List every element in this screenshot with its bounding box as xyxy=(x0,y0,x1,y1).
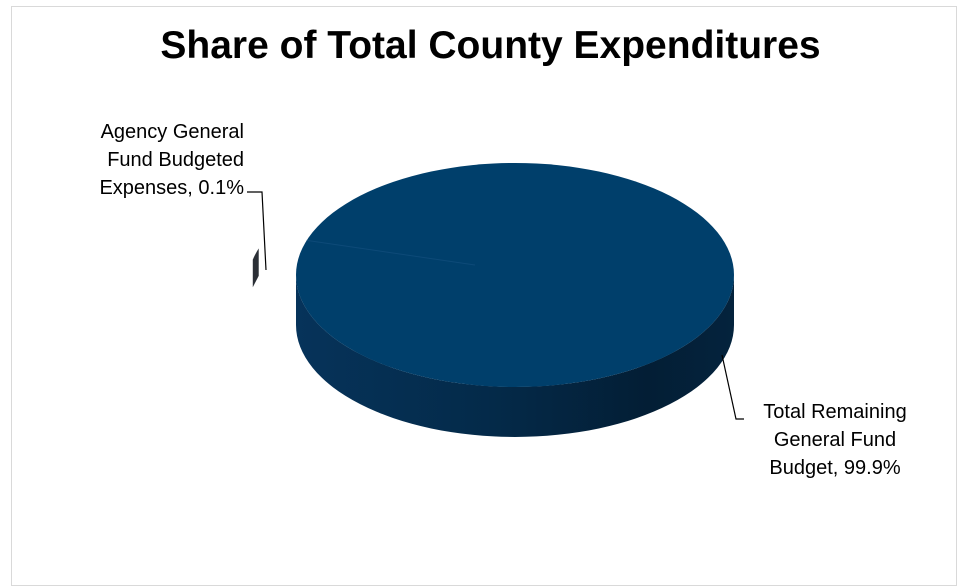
pie-slice-agency xyxy=(252,248,259,288)
slice-label-remaining-line-3: Budget, 99.9% xyxy=(769,457,901,479)
pie-layer xyxy=(252,163,734,437)
slice-label-agency-line-2: Fund Budgeted xyxy=(107,149,244,171)
slice-label-remaining-line-1: Total Remaining xyxy=(763,401,907,423)
pie-slice-seam xyxy=(306,239,476,266)
slice-label-agency-line-1: Agency General xyxy=(100,121,244,143)
leader-lines xyxy=(247,191,744,420)
pie-slice-remaining-side xyxy=(296,275,734,437)
slice-label-agency: Agency General Fund Budgeted Expenses, 0… xyxy=(40,118,244,202)
leader-line-remaining xyxy=(721,354,744,420)
pie-slice-remaining xyxy=(296,163,734,387)
chart-title: Share of Total County Expenditures xyxy=(160,24,821,67)
slice-label-remaining: Total Remaining General Fund Budget, 99.… xyxy=(742,398,928,482)
slice-label-agency-line-3: Expenses, 0.1% xyxy=(99,177,244,199)
slice-label-remaining-line-2: General Fund xyxy=(773,429,897,451)
leader-line-agency xyxy=(247,191,267,271)
